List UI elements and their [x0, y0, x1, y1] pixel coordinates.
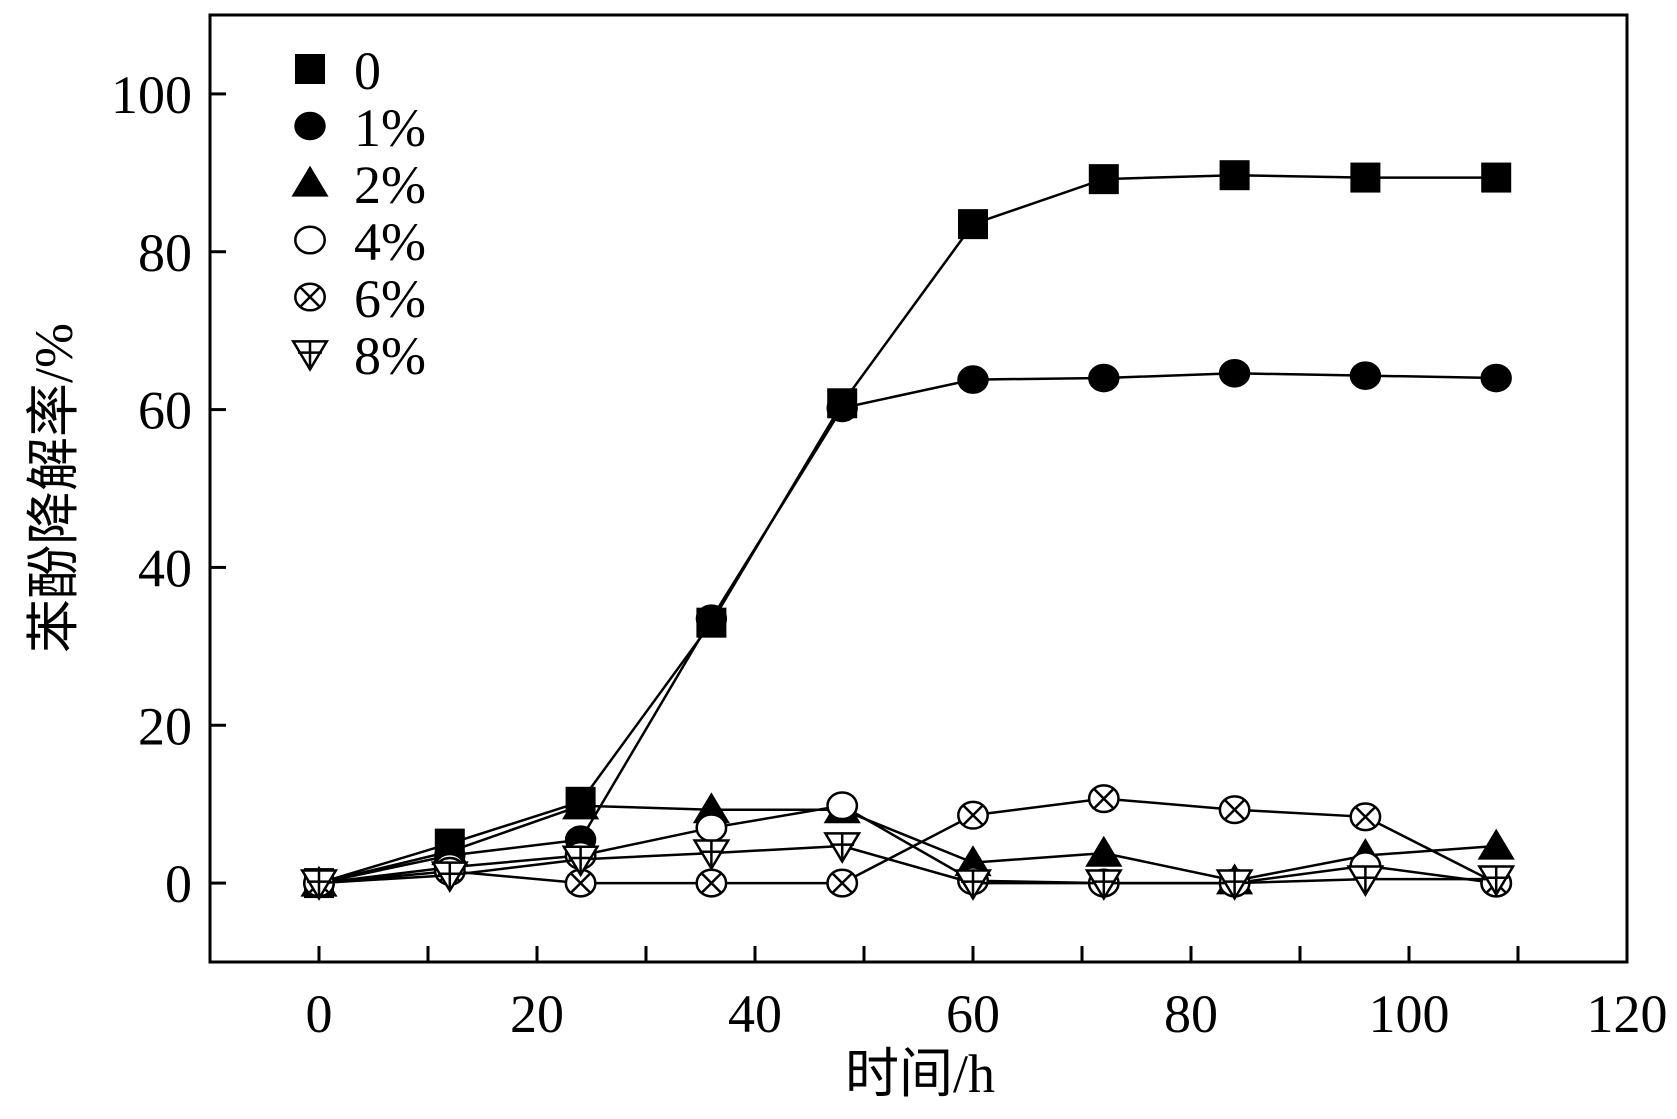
data-point — [826, 791, 859, 821]
data-point — [561, 845, 600, 878]
plot-frame — [208, 13, 1629, 964]
data-point — [826, 868, 859, 898]
data-point — [1088, 164, 1119, 195]
x-tick-label: 100 — [1369, 984, 1450, 1044]
legend-label: 6% — [354, 269, 426, 329]
data-point — [1481, 162, 1512, 193]
data-point — [1480, 363, 1512, 393]
data-point — [953, 869, 993, 901]
legend-marker — [295, 54, 325, 84]
legend-label: 2% — [354, 155, 426, 215]
legend-marker — [291, 165, 329, 197]
data-point — [826, 393, 858, 423]
data-point — [1349, 361, 1382, 390]
data-point — [1218, 795, 1251, 825]
y-tick-label: 100 — [111, 65, 192, 125]
legend-label: 1% — [354, 98, 426, 158]
data-point — [1218, 358, 1251, 388]
data-point — [695, 604, 728, 634]
x-tick-label: 120 — [1587, 984, 1668, 1044]
y-tick-label: 40 — [138, 538, 192, 598]
x-tick-label: 40 — [728, 984, 782, 1044]
data-point — [562, 788, 600, 820]
legend-marker — [294, 225, 326, 255]
data-point — [695, 813, 728, 843]
data-point — [1477, 828, 1515, 860]
y-axis-title: 苯酚降解率/% — [24, 323, 84, 653]
series-line — [318, 844, 1497, 885]
data-point — [1477, 865, 1516, 897]
data-point — [957, 800, 989, 830]
data-point — [1219, 160, 1250, 191]
series-layer — [299, 160, 1516, 901]
legend-label: 0 — [354, 41, 381, 101]
data-point — [1215, 869, 1254, 901]
data-point — [1088, 363, 1120, 393]
x-tick-label: 20 — [510, 984, 564, 1044]
data-point — [430, 861, 469, 894]
legend-item: 2% — [291, 155, 426, 215]
legend-item: 8% — [290, 326, 426, 386]
axes-layer: 0 20 40 60 80 100 120 0 20 40 60 80 100 — [111, 13, 1668, 1044]
legend-marker — [294, 111, 326, 141]
data-point — [1349, 802, 1382, 832]
legend-item: 6% — [294, 269, 426, 329]
x-axis-title: 时间/h — [845, 1044, 995, 1104]
series-5 — [299, 832, 1516, 901]
series-line — [318, 372, 1497, 885]
series-line — [318, 797, 1497, 885]
y-tick-label: 20 — [138, 696, 192, 756]
data-point — [1085, 835, 1123, 867]
x-tick-label: 80 — [1164, 984, 1218, 1044]
legend-item: 1% — [294, 98, 426, 158]
y-tick-label: 80 — [138, 223, 192, 283]
series-line — [318, 173, 1497, 885]
legend-marker — [290, 340, 330, 372]
legend-marker — [294, 282, 326, 312]
series-line — [318, 804, 1497, 885]
data-point — [692, 839, 731, 871]
x-tick-label: 60 — [946, 984, 1000, 1044]
data-point — [299, 869, 339, 901]
data-point — [1084, 869, 1123, 901]
data-point — [1350, 162, 1381, 193]
y-tick-label: 0 — [165, 854, 192, 914]
legend-label: 4% — [354, 212, 426, 272]
data-point — [823, 832, 862, 864]
legend: 01%2%4%6%8% — [290, 41, 426, 386]
data-point — [958, 209, 988, 240]
data-point — [957, 365, 989, 394]
y-tick-label: 60 — [138, 381, 192, 441]
legend-item: 4% — [294, 212, 426, 272]
data-point — [695, 868, 728, 898]
series-0 — [304, 160, 1512, 899]
series-line — [318, 804, 1497, 885]
x-tick-label: 0 — [306, 984, 333, 1044]
data-point — [1087, 784, 1120, 814]
legend-label: 8% — [354, 326, 426, 386]
legend-item: 0 — [295, 41, 381, 101]
data-point — [1346, 865, 1385, 897]
